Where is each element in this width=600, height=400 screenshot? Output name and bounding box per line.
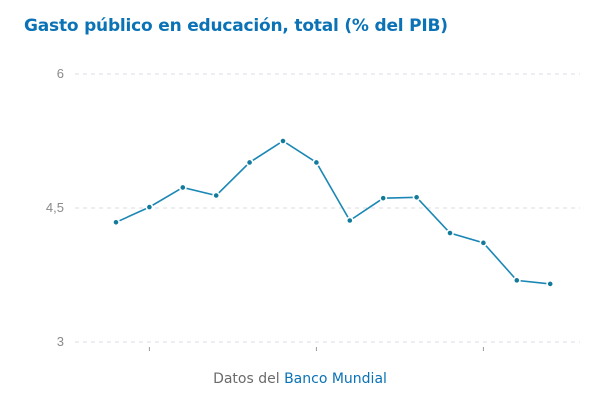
chart-title: Gasto público en educación, total (% del… [24, 16, 448, 36]
series-line [115, 140, 551, 285]
data-point[interactable] [546, 280, 555, 288]
data-point[interactable] [178, 183, 187, 192]
source-prefix: Datos del [213, 371, 280, 387]
series [112, 137, 555, 288]
y-axis-ticks: 64,53 [46, 66, 64, 349]
data-point[interactable] [512, 276, 521, 285]
data-point[interactable] [379, 194, 388, 203]
data-point[interactable] [446, 229, 454, 237]
y-tick-label: 6 [57, 66, 64, 81]
data-source: Datos del Banco Mundial [0, 371, 600, 387]
y-tick-label: 3 [57, 334, 64, 349]
data-point[interactable] [312, 158, 321, 167]
x-axis-ticks [148, 347, 484, 351]
data-point[interactable] [212, 191, 221, 200]
data-point[interactable] [112, 218, 120, 227]
data-point[interactable] [145, 203, 154, 212]
data-point[interactable] [345, 216, 354, 225]
source-link[interactable]: Banco Mundial [284, 371, 387, 387]
data-point[interactable] [279, 137, 287, 145]
data-point[interactable] [412, 193, 421, 202]
data-point[interactable] [245, 158, 254, 167]
data-point[interactable] [479, 238, 488, 247]
y-tick-label: 4,5 [46, 200, 64, 215]
